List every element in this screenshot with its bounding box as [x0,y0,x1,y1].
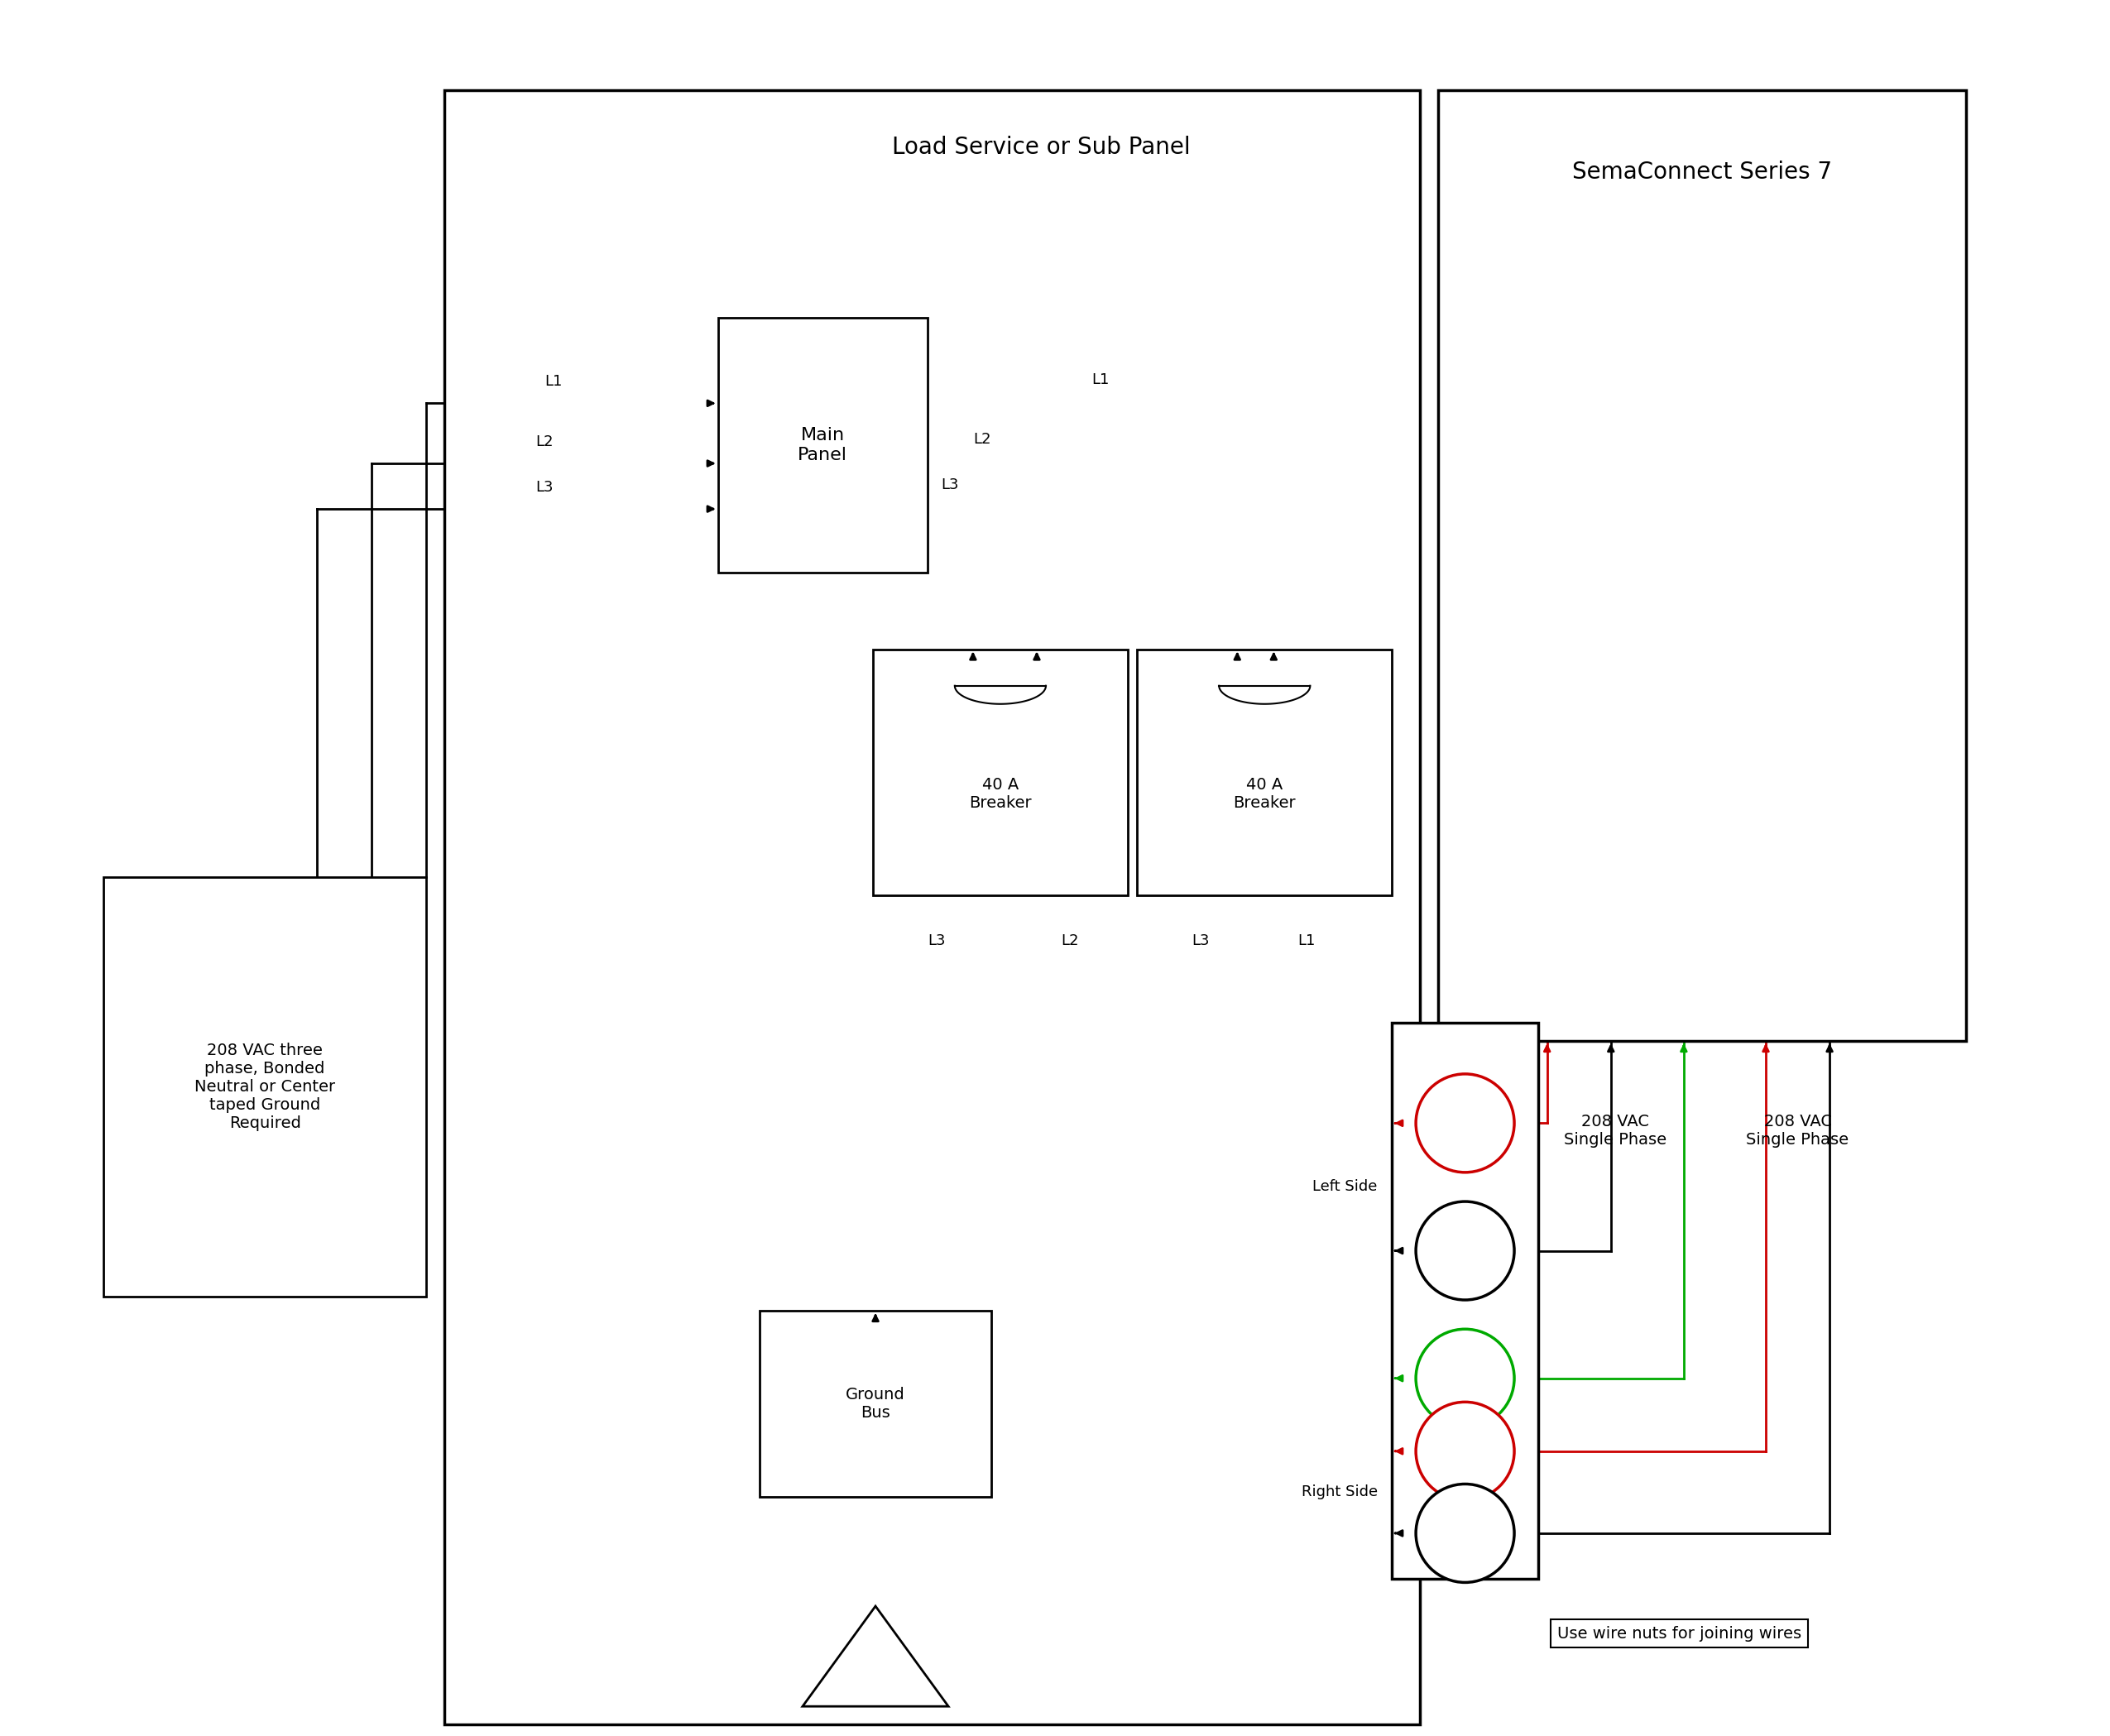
Text: 208 VAC
Single Phase: 208 VAC Single Phase [1564,1115,1667,1147]
Bar [103,877,426,1297]
Circle shape [1416,1201,1515,1300]
Text: L3: L3 [928,934,945,948]
Bar [760,1311,992,1496]
Text: L3: L3 [941,477,960,493]
Text: Ground
Bus: Ground Bus [846,1387,905,1420]
Circle shape [1416,1403,1515,1500]
Text: L3: L3 [1192,934,1209,948]
Bar [717,318,928,573]
Text: L2: L2 [973,432,992,448]
Text: Load Service or Sub Panel: Load Service or Sub Panel [893,135,1190,158]
Text: Right Side: Right Side [1302,1484,1378,1500]
Text: L3: L3 [536,479,553,495]
Text: 208 VAC three
phase, Bonded
Neutral or Center
taped Ground
Required: 208 VAC three phase, Bonded Neutral or C… [194,1042,335,1130]
Circle shape [1416,1484,1515,1583]
Text: L2: L2 [536,434,553,450]
Bar [1137,649,1393,896]
Text: L1: L1 [1298,934,1315,948]
Bar [874,649,1129,896]
Bar [1437,90,1967,1042]
Circle shape [1416,1330,1515,1427]
Text: L2: L2 [1061,934,1078,948]
Text: L1: L1 [544,373,563,389]
Bar [1393,1023,1538,1578]
Text: Left Side: Left Side [1312,1179,1378,1194]
Bar [445,90,1420,1724]
Text: SemaConnect Series 7: SemaConnect Series 7 [1572,160,1831,184]
Text: Use wire nuts for joining wires: Use wire nuts for joining wires [1557,1625,1802,1641]
Circle shape [1416,1075,1515,1172]
Text: 40 A
Breaker: 40 A Breaker [968,778,1032,811]
Text: 40 A
Breaker: 40 A Breaker [1234,778,1296,811]
Text: Main
Panel: Main Panel [798,427,848,464]
Text: L1: L1 [1091,372,1110,387]
Text: 208 VAC
Single Phase: 208 VAC Single Phase [1747,1115,1848,1147]
